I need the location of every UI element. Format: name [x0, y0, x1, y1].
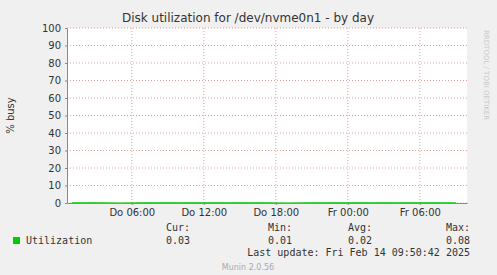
title: Disk utilization for /dev/nvme0n1 - by d… — [122, 11, 374, 25]
y-axis: 0 10 20 30 40 50 60 70 80 90 100 — [42, 23, 68, 209]
y-tick-label: 90 — [48, 40, 61, 51]
y-tick-label: 10 — [48, 180, 61, 191]
y-grid-line — [67, 63, 467, 64]
x-grid-line — [131, 28, 132, 203]
watermark: RRDTOOL / TOBI OETIKER — [482, 30, 490, 120]
y-tick-mark — [65, 203, 67, 204]
x-tick-label: Fr 00:00 — [328, 207, 369, 218]
x-axis: Do 06:00 Do 12:00 Do 18:00 Fr 00:00 Fr 06:00 — [68, 203, 468, 218]
y-tick-label: 20 — [48, 163, 61, 174]
series-line — [72, 202, 456, 203]
legend-column-header: Max: — [446, 222, 470, 233]
y-tick-label: 80 — [48, 58, 61, 69]
y-tick-mark — [65, 28, 67, 29]
y-tick-mark — [65, 63, 67, 64]
legend-stat: 0.03 — [166, 235, 190, 246]
legend-swatch — [13, 237, 20, 244]
y-tick: 70 — [48, 75, 67, 86]
legend-column-header: Avg: — [348, 222, 372, 233]
y-axis-line — [67, 29, 68, 204]
x-tick-label: Do 06:00 — [109, 207, 155, 218]
x-tick-label: Do 18:00 — [253, 207, 299, 218]
y-grid-line — [67, 133, 467, 134]
legend-stat: 0.08 — [446, 235, 470, 246]
x-tick-label: Do 12:00 — [181, 207, 227, 218]
y-tick: 90 — [48, 40, 67, 51]
x-tick-mark — [420, 203, 421, 205]
last-update: Last update: Fri Feb 14 09:50:42 2025 — [247, 247, 470, 258]
y-grid-line — [67, 185, 467, 186]
x-grid-line — [203, 28, 204, 203]
y-tick-label: 70 — [48, 75, 61, 86]
x-grid-line — [419, 28, 420, 203]
legend-column-header: Cur: — [166, 222, 190, 233]
legend-column-header: Min: — [268, 222, 292, 233]
y-grid-line — [67, 45, 467, 46]
y-tick: 40 — [48, 128, 67, 139]
credit: Munin 2.0.56 — [222, 263, 274, 272]
x-tick-mark — [132, 203, 133, 205]
y-tick: 30 — [48, 145, 67, 156]
y-tick-mark — [65, 116, 67, 117]
grid — [67, 28, 467, 203]
y-axis-title: % busy — [5, 97, 16, 134]
x-axis-line — [68, 203, 468, 204]
x-tick-label: Fr 06:00 — [400, 207, 441, 218]
data-layer — [72, 202, 456, 203]
plot-area — [67, 28, 467, 203]
y-grid-line — [67, 98, 467, 99]
x-grid-line — [347, 28, 348, 203]
x-tick: Do 12:00 — [181, 203, 227, 218]
x-tick: Fr 06:00 — [400, 203, 441, 218]
y-grid-line — [67, 80, 467, 81]
y-tick-mark — [65, 46, 67, 47]
x-tick: Fr 00:00 — [328, 203, 369, 218]
y-grid-line — [67, 150, 467, 151]
y-tick-mark — [65, 98, 67, 99]
y-grid-line — [67, 168, 467, 169]
y-tick: 60 — [48, 93, 67, 104]
y-tick-label: 100 — [42, 23, 61, 34]
y-grid-line — [67, 28, 467, 29]
x-grid-line — [275, 28, 276, 203]
chart: 0102030405060708090100Do 06:00Do 12:00Do… — [0, 0, 497, 275]
y-tick-label: 60 — [48, 93, 61, 104]
legend-label: Utilization — [26, 235, 92, 246]
background — [0, 0, 497, 275]
y-tick: 20 — [48, 163, 67, 174]
legend-stat: 0.02 — [348, 235, 372, 246]
x-tick-mark — [204, 203, 205, 205]
y-tick: 10 — [48, 180, 67, 191]
x-tick-mark — [348, 203, 349, 205]
y-tick-label: 30 — [48, 145, 61, 156]
x-tick: Do 18:00 — [253, 203, 299, 218]
y-tick: 100 — [42, 23, 67, 34]
y-tick-mark — [65, 186, 67, 187]
y-tick-mark — [65, 151, 67, 152]
y-tick-label: 0 — [55, 198, 61, 209]
y-tick-mark — [65, 168, 67, 169]
y-tick-mark — [65, 133, 67, 134]
y-tick-label: 40 — [48, 128, 61, 139]
y-tick: 80 — [48, 58, 67, 69]
y-tick: 50 — [48, 110, 67, 121]
y-tick-mark — [65, 81, 67, 82]
y-grid-line — [67, 115, 467, 116]
y-grid-line — [67, 203, 467, 204]
legend-stat: 0.01 — [268, 235, 292, 246]
x-tick: Do 06:00 — [109, 203, 155, 218]
y-tick: 0 — [55, 198, 67, 209]
x-tick-mark — [276, 203, 277, 205]
y-tick-label: 50 — [48, 110, 61, 121]
